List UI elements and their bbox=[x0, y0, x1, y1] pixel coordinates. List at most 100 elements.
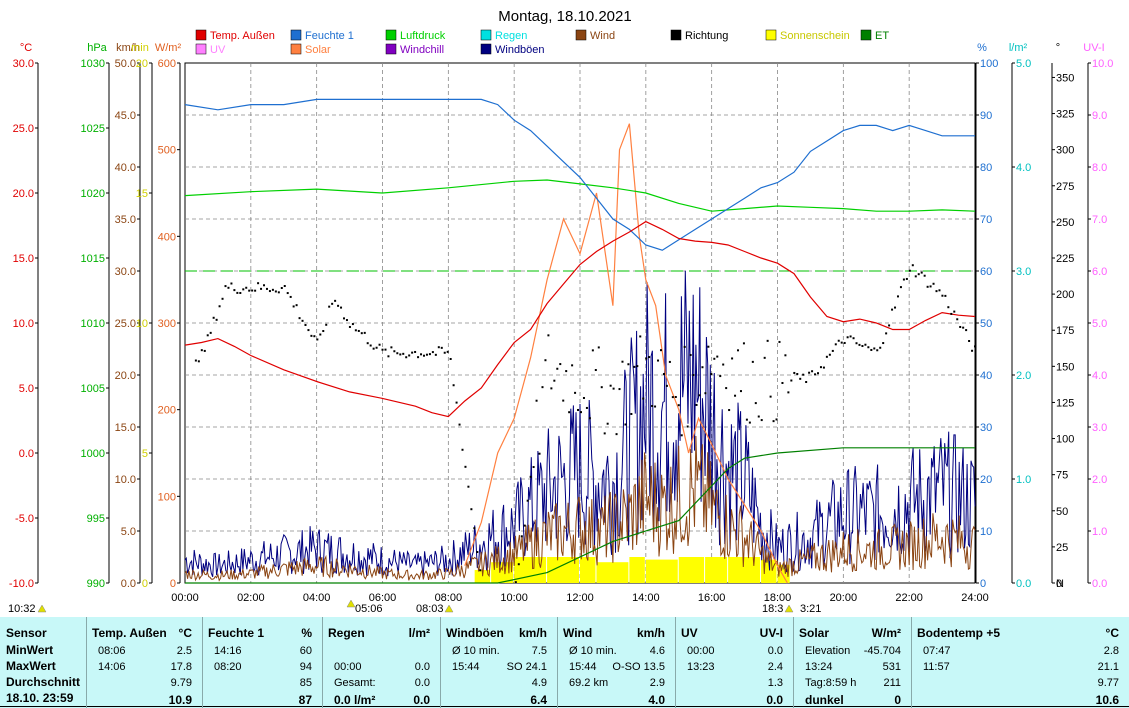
x-tick-label: 14:00 bbox=[632, 592, 660, 604]
direction-dot bbox=[867, 346, 870, 349]
direction-dot bbox=[337, 304, 340, 307]
direction-dot bbox=[609, 384, 612, 387]
axis-tick-label: 30 bbox=[980, 422, 992, 434]
axis-tick-label: N bbox=[1056, 578, 1064, 590]
cell-value: 2.4 bbox=[767, 661, 783, 673]
plot-grid bbox=[184, 62, 976, 584]
sunshine-bar bbox=[678, 557, 705, 583]
direction-dot bbox=[926, 285, 929, 288]
direction-dot bbox=[745, 418, 748, 421]
direction-dot bbox=[668, 360, 671, 363]
axis-tick-label: -5.0 bbox=[15, 513, 34, 525]
axis-tick-label: 100 bbox=[980, 58, 998, 70]
direction-dot bbox=[331, 302, 334, 305]
row-label: MaxWert bbox=[6, 659, 56, 673]
direction-dot bbox=[840, 341, 843, 344]
chart-legend: Temp. Außen Feuchte 1 Luftdruck Regen Wind Ri… bbox=[195, 29, 889, 56]
direction-dot bbox=[734, 394, 737, 397]
direction-dot bbox=[707, 345, 710, 348]
column-unit: UV-I bbox=[759, 626, 783, 640]
direction-dot bbox=[194, 359, 197, 362]
direction-dot bbox=[956, 318, 959, 321]
axis-tick-label: 4.0 bbox=[1016, 162, 1031, 174]
right-axes: %1009080706050403020100l/m²5.04.03.02.01… bbox=[975, 42, 1113, 590]
direction-dot bbox=[894, 306, 897, 309]
column-separator bbox=[440, 617, 441, 708]
direction-dot bbox=[452, 384, 455, 387]
sunshine-bar bbox=[474, 570, 491, 583]
axis-tick-label: 150 bbox=[1056, 361, 1074, 373]
direction-dot bbox=[618, 388, 621, 391]
axis-tick-label: 1.0 bbox=[1016, 474, 1031, 486]
axis-tick-label: 30.0 bbox=[115, 266, 136, 278]
axis-tick-label: 600 bbox=[158, 58, 176, 70]
direction-dot bbox=[529, 475, 532, 478]
axis-tick-label: 3.0 bbox=[1016, 266, 1031, 278]
axis-tick-label: 1025 bbox=[81, 123, 105, 135]
direction-dot bbox=[396, 352, 399, 355]
direction-dot bbox=[215, 318, 218, 321]
direction-dot bbox=[615, 433, 618, 436]
direction-dot bbox=[911, 264, 914, 267]
direction-dot bbox=[680, 434, 683, 437]
direction-dot bbox=[286, 292, 289, 295]
direction-dot bbox=[218, 305, 221, 308]
direction-dot bbox=[814, 373, 817, 376]
axis-tick-label: 20 bbox=[980, 474, 992, 486]
direction-dot bbox=[831, 349, 834, 352]
cell-label: dunkel bbox=[805, 693, 844, 707]
stats-column: Bodentemp +5 °C 07:47 2.8 11:57 21.1 9.77 10.6 bbox=[911, 617, 1129, 708]
direction-dot bbox=[458, 423, 461, 426]
legend-swatch bbox=[385, 43, 397, 55]
direction-dot bbox=[858, 343, 861, 346]
axis-tick-label: 15 bbox=[136, 188, 148, 200]
x-tick-label: 20:00 bbox=[830, 592, 858, 604]
direction-dot bbox=[203, 349, 206, 352]
direction-dot bbox=[624, 423, 627, 426]
row-label: MinWert bbox=[6, 643, 54, 657]
column-header: Bodentemp +5 bbox=[917, 626, 1001, 640]
direction-dot bbox=[422, 354, 425, 357]
cell-value: 0.0 bbox=[766, 693, 783, 707]
column-unit: °C bbox=[178, 626, 192, 640]
axis-tick-label: 0 bbox=[170, 578, 176, 590]
direction-dot bbox=[891, 308, 894, 311]
axis-tick-label: 10.0 bbox=[13, 318, 34, 330]
axis-unit: l/m² bbox=[1009, 42, 1028, 54]
direction-dot bbox=[345, 319, 348, 322]
cell-value: 94 bbox=[299, 661, 312, 673]
luftdruck-line bbox=[184, 179, 976, 212]
axis-tick-label: 7.0 bbox=[1092, 214, 1107, 226]
axis-tick-label: 1010 bbox=[81, 318, 105, 330]
direction-dot bbox=[594, 369, 597, 372]
direction-dot bbox=[568, 411, 571, 414]
sunshine-bar bbox=[705, 557, 728, 583]
direction-dot bbox=[763, 356, 766, 359]
direction-dot bbox=[645, 357, 648, 360]
direction-dot bbox=[520, 535, 523, 538]
legend-swatch bbox=[195, 29, 207, 41]
axis-tick-label: 35.0 bbox=[115, 214, 136, 226]
axis-tick-label: 40.0 bbox=[115, 162, 136, 174]
direction-dot bbox=[399, 353, 402, 356]
marker-sunset: 18:3 bbox=[762, 603, 783, 615]
feuchte-1-line bbox=[184, 98, 975, 251]
direction-dot bbox=[698, 394, 701, 397]
direction-dot bbox=[760, 419, 763, 422]
direction-dot bbox=[277, 291, 280, 294]
direction-dot bbox=[257, 282, 260, 285]
cell-value: 2.5 bbox=[176, 645, 192, 657]
cell-value: 17.8 bbox=[170, 661, 192, 673]
direction-dot bbox=[805, 381, 808, 384]
direction-dot bbox=[870, 348, 873, 351]
direction-dot bbox=[790, 379, 793, 382]
direction-dot bbox=[701, 366, 704, 369]
cell-value: 211 bbox=[883, 677, 901, 689]
legend-label: ET bbox=[875, 30, 889, 42]
direction-dot bbox=[751, 360, 754, 363]
direction-dot bbox=[541, 386, 544, 389]
direction-dot bbox=[965, 329, 968, 332]
direction-dot bbox=[316, 338, 319, 341]
direction-dot bbox=[639, 335, 642, 338]
cell-label: Gesamt: bbox=[334, 677, 376, 689]
